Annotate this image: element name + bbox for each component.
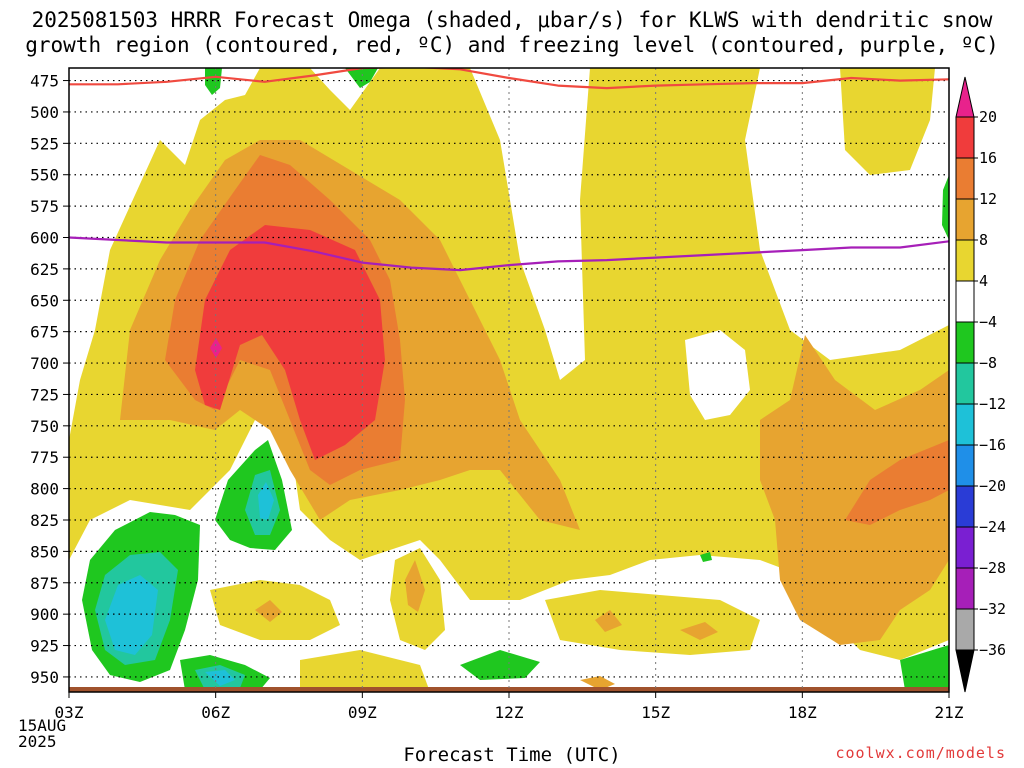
- y-tick-label: 800: [30, 480, 59, 499]
- terrain-strip: [69, 687, 949, 692]
- colorbar: 20 16 12 8 4 −4 −8 −12 −16 −20 −24 −28 −32 −36: [955, 76, 1006, 693]
- colorbar-label: −4: [979, 313, 997, 331]
- colorbar-segment: [955, 608, 975, 651]
- y-tick-label: 475: [30, 72, 59, 91]
- colorbar-top-arrow: [955, 76, 975, 118]
- colorbar-label: −28: [979, 559, 1006, 577]
- y-tick-label: 650: [30, 291, 59, 310]
- y-tick-label: 850: [30, 542, 59, 561]
- start-date-day: 15AUG: [18, 716, 67, 735]
- colorbar-label: −12: [979, 395, 1006, 413]
- x-axis-title: Forecast Time (UTC): [403, 744, 621, 766]
- colorbar-segment: [955, 157, 975, 200]
- colorbar-segment: [955, 403, 975, 446]
- colorbar-segment: [955, 485, 975, 528]
- x-tick-label: 15Z: [641, 703, 670, 722]
- omega-region-12: [845, 440, 949, 525]
- x-axis: 03Z 06Z 09Z 12Z 15Z 18Z 21Z: [55, 692, 964, 722]
- omega-region-32: [900, 645, 949, 690]
- omega-region-1: [840, 68, 935, 175]
- y-tick-label: 725: [30, 385, 59, 404]
- colorbar-label: −36: [979, 641, 1006, 659]
- y-tick-label: 500: [30, 103, 59, 122]
- colorbar-segment: [955, 321, 975, 364]
- chart-title-line-1: 2025081503 HRRR Forecast Omega (shaded, …: [31, 8, 993, 32]
- colorbar-segment: [955, 362, 975, 405]
- colorbar-segment: [955, 567, 975, 610]
- credit-link[interactable]: coolwx.com/models: [835, 744, 1006, 762]
- omega-region-22: [105, 575, 158, 655]
- y-tick-label: 625: [30, 260, 59, 279]
- colorbar-label: 20: [979, 108, 997, 126]
- y-tick-label: 600: [30, 228, 59, 247]
- colorbar-bottom-arrow: [955, 649, 975, 693]
- start-date-label: 15AUG 2025: [18, 718, 66, 750]
- x-tick-label: 12Z: [495, 703, 524, 722]
- colorbar-label: 4: [979, 272, 988, 290]
- y-tick-label: 700: [30, 354, 59, 373]
- omega-region-28: [460, 650, 540, 680]
- colorbar-label: 16: [979, 149, 997, 167]
- x-tick-label: 06Z: [201, 703, 230, 722]
- colorbar-segment: [955, 444, 975, 487]
- colorbar-segment: [955, 116, 975, 159]
- x-tick-label: 21Z: [935, 703, 964, 722]
- omega-region-13: [405, 560, 425, 612]
- omega-region-14: [255, 600, 282, 622]
- colorbar-label: 12: [979, 190, 997, 208]
- y-tick-label: 750: [30, 417, 59, 436]
- y-tick-label: 925: [30, 637, 59, 656]
- colorbar-label: −20: [979, 477, 1006, 495]
- y-axis: 475 500 525 550 575 600 625 650 675 700 725 750 775 8…: [30, 72, 69, 687]
- y-tick-label: 575: [30, 197, 59, 216]
- colorbar-segment: [955, 239, 975, 282]
- dgz-contour-line: [69, 68, 949, 90]
- freezing-level-line: [69, 236, 949, 272]
- colorbar-label: −24: [979, 518, 1006, 536]
- omega-region-11: [760, 335, 949, 645]
- omega-shading: [69, 68, 949, 692]
- x-tick-label: 03Z: [55, 703, 84, 722]
- omega-region-29: [205, 68, 222, 95]
- chart-title-line-2: growth region (contoured, red, ºC) and f…: [25, 33, 999, 57]
- omega-region-33: [942, 175, 949, 240]
- colorbar-label: −32: [979, 600, 1006, 618]
- y-tick-label: 675: [30, 323, 59, 342]
- y-tick-label: 550: [30, 166, 59, 185]
- omega-region-5: [545, 590, 760, 655]
- colorbar-label: −16: [979, 436, 1006, 454]
- omega-region-30: [345, 68, 378, 88]
- colorbar-segment: [955, 280, 975, 323]
- omega-region-31: [700, 552, 712, 562]
- omega-region-7: [300, 650, 430, 692]
- colorbar-segment: [955, 526, 975, 569]
- omega-region-18: [210, 338, 222, 358]
- x-tick-label: 09Z: [348, 703, 377, 722]
- omega-region-3: [685, 330, 750, 420]
- colorbar-segment: [955, 198, 975, 241]
- y-tick-label: 525: [30, 134, 59, 153]
- y-tick-label: 950: [30, 668, 59, 687]
- y-tick-label: 875: [30, 574, 59, 593]
- colorbar-label: 8: [979, 231, 988, 249]
- x-tick-label: 18Z: [788, 703, 817, 722]
- omega-region-16: [680, 622, 718, 640]
- start-date-year: 2025: [18, 732, 57, 751]
- y-tick-label: 775: [30, 448, 59, 467]
- omega-region-15: [595, 610, 622, 632]
- y-tick-label: 900: [30, 605, 59, 624]
- y-tick-label: 825: [30, 511, 59, 530]
- omega-region-10: [195, 225, 385, 460]
- grid: [69, 68, 949, 692]
- colorbar-label: −8: [979, 354, 997, 372]
- omega-region-17: [580, 676, 615, 690]
- omega-region-27: [258, 482, 274, 520]
- omega-region-24: [205, 670, 235, 686]
- contour-lines: [69, 68, 949, 272]
